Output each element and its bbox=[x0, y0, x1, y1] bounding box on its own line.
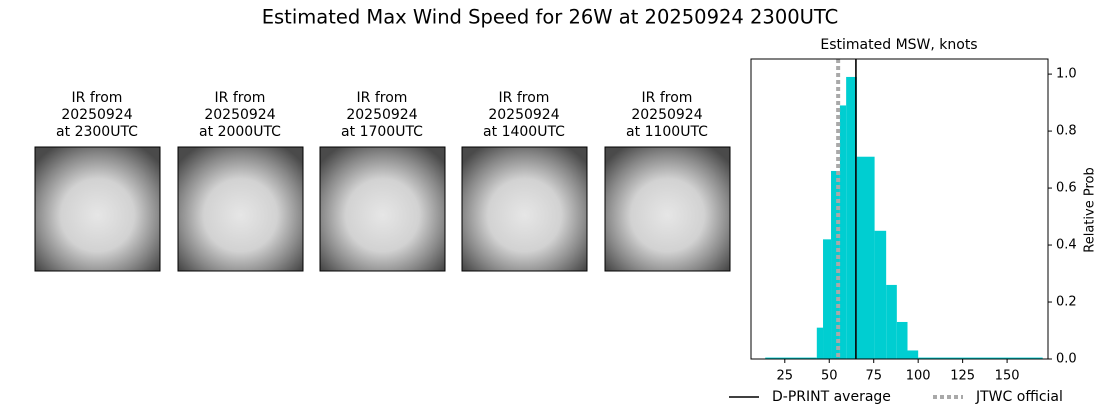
image-title: 20250924 bbox=[631, 107, 702, 123]
y-axis-label: Relative Prob bbox=[1083, 167, 1098, 252]
image-title: 20250924 bbox=[204, 107, 275, 123]
x-tick-label: 150 bbox=[995, 369, 1020, 384]
y-tick-label: 0.8 bbox=[1056, 124, 1077, 139]
bar bbox=[874, 230, 887, 359]
bar bbox=[816, 327, 824, 359]
y-tick-label: 0.4 bbox=[1056, 238, 1077, 253]
ir-image bbox=[461, 146, 588, 272]
x-tick-label: 50 bbox=[821, 369, 838, 384]
figure-title: Estimated Max Wind Speed for 26W at 2025… bbox=[262, 6, 839, 29]
bar bbox=[831, 170, 840, 359]
image-title: at 1100UTC bbox=[626, 124, 708, 140]
image-title: at 1700UTC bbox=[341, 124, 423, 140]
bar bbox=[907, 350, 919, 359]
bar bbox=[839, 105, 847, 359]
image-title: IR from bbox=[357, 90, 408, 106]
legend-label: JTWC official bbox=[975, 389, 1063, 405]
ir-image bbox=[604, 146, 731, 272]
bar bbox=[823, 239, 832, 359]
image-title: IR from bbox=[215, 90, 266, 106]
x-tick-label: 75 bbox=[865, 369, 882, 384]
y-tick-label: 1.0 bbox=[1056, 67, 1077, 82]
plot-frame bbox=[750, 58, 1049, 360]
y-tick-label: 0.2 bbox=[1056, 295, 1077, 310]
bar bbox=[856, 156, 875, 359]
bar bbox=[765, 357, 817, 359]
x-tick-label: 25 bbox=[777, 369, 794, 384]
ir-image bbox=[177, 146, 304, 272]
chart-title: Estimated MSW, knots bbox=[820, 37, 977, 53]
image-title: at 2300UTC bbox=[56, 124, 138, 140]
ir-image bbox=[319, 146, 446, 272]
image-title: 20250924 bbox=[346, 107, 417, 123]
image-title: at 2000UTC bbox=[199, 124, 281, 140]
y-tick-label: 0.6 bbox=[1056, 181, 1077, 196]
y-tick-label: 0.0 bbox=[1056, 352, 1077, 367]
bar bbox=[886, 284, 897, 359]
bar bbox=[846, 76, 857, 359]
x-tick-label: 100 bbox=[906, 369, 931, 384]
x-tick-label: 125 bbox=[950, 369, 975, 384]
image-title: IR from bbox=[499, 90, 550, 106]
image-title: IR from bbox=[72, 90, 123, 106]
bar bbox=[918, 357, 1043, 359]
image-title: at 1400UTC bbox=[483, 124, 565, 140]
image-title: IR from bbox=[642, 90, 693, 106]
image-title: 20250924 bbox=[488, 107, 559, 123]
ir-image bbox=[34, 146, 161, 272]
bar bbox=[896, 321, 908, 359]
image-title: 20250924 bbox=[61, 107, 132, 123]
legend-label: D-PRINT average bbox=[772, 389, 891, 405]
